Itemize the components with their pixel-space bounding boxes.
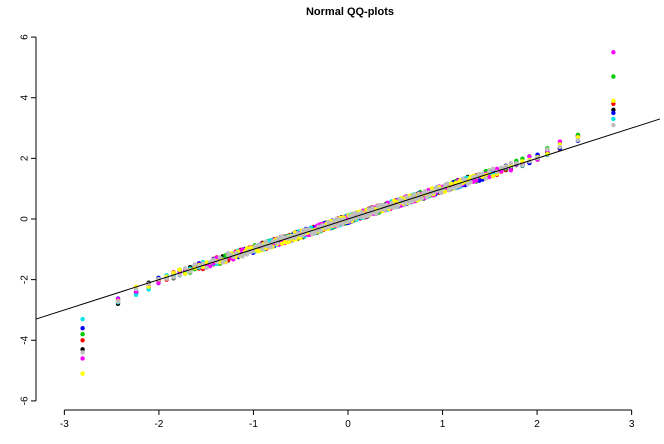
data-point [611,116,616,122]
series-6 [80,98,616,376]
data-point [335,223,341,229]
x-tick-label: -2 [154,419,163,430]
data-point [260,247,265,252]
data-point [263,239,269,244]
x-tick-label: 1 [440,419,446,430]
data-point [208,263,213,269]
data-point [268,244,274,250]
data-point [177,273,182,278]
data-point [204,265,209,271]
data-point [80,350,85,355]
data-point [424,195,429,200]
data-point [177,267,182,273]
data-point [490,166,496,171]
data-point [204,260,209,265]
y-tick-label: 2 [20,155,31,161]
data-point [80,338,85,343]
x-tick-label: 0 [345,419,351,430]
series-7 [80,122,616,355]
x-tick-label: -1 [249,419,258,430]
axes: -3 -2 -1 0 1 2 3 -6 -4 -2 0 2 4 6 [20,34,635,430]
data-point [370,206,375,211]
data-point [192,262,197,267]
data-point [382,207,388,212]
data-point [487,174,492,180]
data-point [468,179,473,185]
data-point [156,280,161,286]
data-point [611,101,616,106]
chart-title: Normal QQ-plots [306,6,394,18]
data-point [353,210,358,216]
data-point [438,190,444,196]
data-point [545,147,550,152]
data-point [444,181,450,187]
data-point [527,154,532,159]
data-point [611,107,616,113]
data-point [611,74,616,79]
data-point [171,275,176,280]
x-tick-label: 2 [534,419,540,430]
data-point [374,211,379,216]
data-point [611,50,616,55]
data-point [411,192,417,198]
series-0 [80,107,616,352]
data-point [474,178,479,183]
data-point [557,144,563,150]
data-point [404,195,409,200]
data-point [396,203,401,208]
data-point [244,252,250,257]
data-point [499,165,504,171]
data-point [80,316,85,322]
data-point [449,181,454,186]
series-2 [80,74,616,337]
data-point [182,271,188,276]
data-point [211,257,216,262]
data-point [220,260,225,265]
data-point [483,176,488,181]
data-point [480,171,485,177]
data-point [133,292,139,297]
data-point [80,356,85,361]
data-point [217,255,222,260]
data-point [403,201,408,206]
x-tick-label: -3 [60,419,69,430]
data-point [611,98,616,103]
data-point [419,196,425,201]
data-point [80,347,85,352]
data-point [575,137,581,143]
y-tick-label: 4 [20,95,31,101]
data-point [258,242,263,248]
data-point [80,371,85,376]
data-point [508,161,514,166]
data-point [80,325,85,331]
data-point [115,299,121,304]
y-tick-label: -4 [20,335,31,344]
data-point [429,186,435,191]
data-point [508,168,514,173]
data-point [490,173,496,179]
data-point [340,221,345,227]
data-point [611,122,616,128]
y-tick-label: 6 [20,34,31,40]
data-points [80,50,616,376]
data-point [80,332,85,337]
data-point [182,266,188,271]
data-point [187,269,193,275]
data-point [318,228,324,233]
data-point [133,286,139,292]
x-tick-label: 3 [629,419,635,430]
reference-line [35,118,661,320]
data-point [477,171,482,177]
y-tick-label: -6 [20,396,31,405]
data-point [410,199,415,204]
y-tick-label: 0 [20,216,31,222]
data-point [611,110,616,116]
data-point [520,163,525,168]
data-point [487,169,492,174]
y-tick-label: -2 [20,275,31,284]
data-point [422,189,428,194]
series-5 [80,50,616,361]
